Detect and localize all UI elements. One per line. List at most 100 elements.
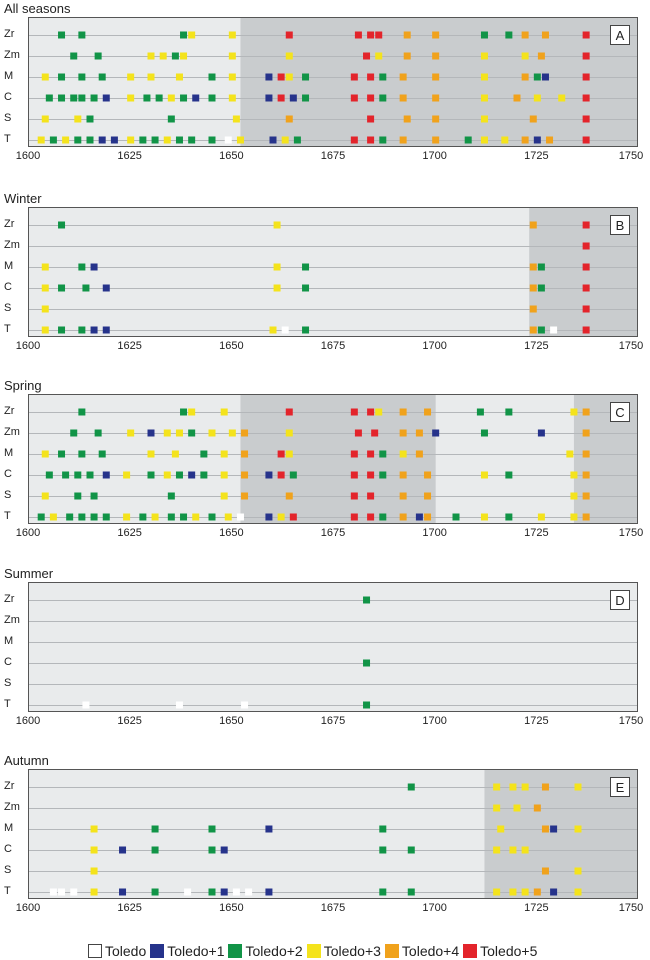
data-point: [66, 513, 74, 521]
x-tick-label: 1625: [117, 340, 142, 352]
data-point: [41, 73, 49, 81]
data-point: [432, 31, 440, 39]
data-point: [350, 450, 358, 458]
data-point: [228, 94, 236, 102]
data-point: [90, 326, 98, 334]
data-point: [509, 888, 517, 896]
data-point: [509, 783, 517, 791]
data-point: [139, 136, 147, 144]
data-point: [90, 492, 98, 500]
row-label-t: T: [4, 133, 11, 145]
row-label-m: M: [4, 260, 14, 272]
data-point: [273, 221, 281, 229]
data-point: [200, 471, 208, 479]
data-point: [493, 804, 501, 812]
data-point: [163, 429, 171, 437]
data-point: [78, 94, 86, 102]
data-point: [123, 513, 131, 521]
x-tick-label: 1625: [117, 715, 142, 727]
data-point: [350, 408, 358, 416]
data-point: [529, 305, 537, 313]
data-point: [582, 115, 590, 123]
data-point: [98, 73, 106, 81]
x-tick-label: 1600: [15, 715, 41, 727]
data-point: [49, 513, 57, 521]
data-point: [289, 513, 297, 521]
data-point: [399, 136, 407, 144]
panel-title-b: Winter: [4, 191, 42, 206]
data-point: [62, 136, 70, 144]
legend-item: Toledo+5: [463, 943, 537, 959]
x-tick-label: 1675: [320, 902, 346, 914]
data-point: [293, 136, 301, 144]
data-point: [570, 513, 578, 521]
data-point: [582, 471, 590, 479]
data-point: [208, 888, 216, 896]
data-point: [228, 429, 236, 437]
data-point: [58, 94, 66, 102]
plot-area-b: [28, 207, 638, 337]
data-point: [529, 115, 537, 123]
data-point: [175, 471, 183, 479]
x-tick-label: 1750: [618, 715, 644, 727]
row-label-s: S: [4, 112, 12, 124]
data-point: [78, 450, 86, 458]
data-point: [163, 471, 171, 479]
data-point: [151, 888, 159, 896]
data-point: [265, 471, 273, 479]
data-point: [497, 825, 505, 833]
data-point: [541, 783, 549, 791]
data-point: [533, 73, 541, 81]
shaded-period-0: [240, 395, 436, 523]
data-point: [175, 73, 183, 81]
data-point: [289, 471, 297, 479]
data-point: [521, 52, 529, 60]
data-point: [367, 408, 375, 416]
data-point: [432, 94, 440, 102]
x-tick-label: 1625: [117, 527, 142, 539]
data-point: [58, 326, 66, 334]
data-point: [265, 94, 273, 102]
panel-letter-c: C: [610, 402, 630, 422]
data-point: [399, 471, 407, 479]
data-point: [285, 429, 293, 437]
data-point: [570, 492, 578, 500]
data-point: [546, 136, 554, 144]
data-point: [78, 31, 86, 39]
data-point: [541, 73, 549, 81]
x-tick-label: 1700: [422, 527, 447, 539]
data-point: [493, 783, 501, 791]
legend: Toledo Toledo+1 Toledo+2 Toledo+3 Toledo+4 To…: [88, 943, 541, 959]
data-point: [379, 73, 387, 81]
row-label-zm: Zm: [4, 239, 20, 251]
data-point: [180, 513, 188, 521]
data-point: [533, 804, 541, 812]
data-point: [45, 94, 53, 102]
x-tick-label: 1675: [320, 527, 346, 539]
legend-label: Toledo+3: [323, 943, 381, 959]
data-point: [82, 284, 90, 292]
data-point: [70, 94, 78, 102]
data-point: [208, 825, 216, 833]
plot-background: [29, 583, 637, 711]
data-point: [228, 31, 236, 39]
data-point: [127, 136, 135, 144]
x-tick-label: 1700: [422, 902, 447, 914]
row-label-c: C: [4, 843, 12, 855]
plot-svg-a: [29, 18, 637, 146]
data-point: [70, 888, 78, 896]
data-point: [220, 408, 228, 416]
data-point: [78, 73, 86, 81]
data-point: [533, 888, 541, 896]
data-point: [424, 471, 432, 479]
data-point: [192, 513, 200, 521]
data-point: [74, 471, 82, 479]
legend-swatch: [306, 944, 321, 958]
data-point: [167, 492, 175, 500]
data-point: [78, 513, 86, 521]
data-point: [521, 31, 529, 39]
x-tick-label: 1650: [219, 527, 244, 539]
data-point: [98, 450, 106, 458]
plot-svg-d: [29, 583, 637, 711]
x-tick-label: 1725: [524, 340, 549, 352]
